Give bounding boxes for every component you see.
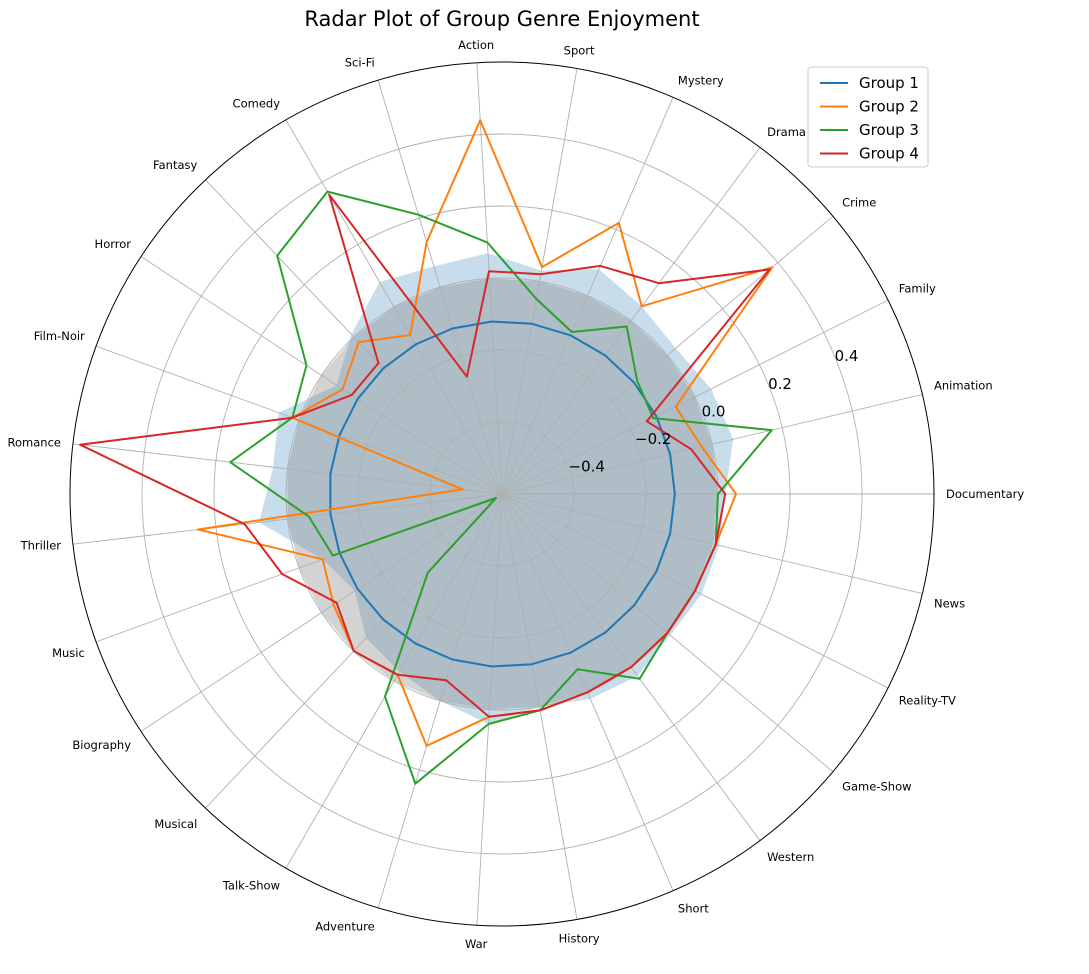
category-label-short: Short	[678, 902, 709, 916]
category-label-war: War	[465, 937, 488, 951]
category-label-music: Music	[52, 646, 85, 660]
category-label-crime: Crime	[842, 196, 876, 210]
category-label-romance: Romance	[8, 436, 61, 450]
grid-spoke-thriller	[72, 493, 503, 545]
grid-spoke-biography	[140, 493, 503, 732]
category-label-sport: Sport	[564, 44, 595, 58]
chart-title: Radar Plot of Group Genre Enjoyment	[304, 7, 699, 31]
grid-spoke-romance	[72, 443, 503, 495]
outer-frame	[69, 61, 935, 927]
grid-spoke-sport	[501, 68, 578, 495]
category-label-history: History	[559, 931, 600, 945]
grid-spoke-action	[476, 62, 503, 495]
legend-box	[807, 66, 929, 168]
category-label-fantasy: Fantasy	[153, 158, 197, 172]
radial-tick-labels: −0.4 −0.2 0.0 0.2 0.4	[569, 347, 859, 475]
category-label-adventure: Adventure	[315, 919, 374, 933]
r-tick-label: 0.4	[835, 347, 859, 365]
legend-label-group-2: Group 2	[859, 98, 919, 116]
grid-spoke-animation	[501, 393, 923, 495]
category-label-western: Western	[767, 850, 814, 864]
r-tick-label: 0.0	[702, 402, 726, 420]
category-label-talk-show: Talk-Show	[222, 879, 280, 893]
category-label-horror: Horror	[95, 237, 132, 251]
grid-spoke-war	[476, 493, 503, 926]
series-line-group-1	[329, 320, 676, 668]
category-label-documentary: Documentary	[946, 487, 1024, 501]
grid-spoke-talk-show	[285, 493, 503, 869]
polar-grid	[69, 61, 935, 927]
series-line-group-3	[229, 190, 773, 785]
category-label-reality-tv: Reality-TV	[899, 693, 956, 707]
grid-spoke-music	[95, 493, 503, 643]
legend-label-group-1: Group 1	[859, 74, 919, 92]
legend-label-group-3: Group 3	[859, 121, 919, 139]
grid-spoke-fantasy	[205, 179, 503, 495]
category-label-game-show: Game-Show	[842, 779, 911, 793]
category-label-news: News	[934, 596, 965, 610]
category-label-animation: Animation	[934, 379, 993, 393]
filled-area-1	[258, 253, 734, 724]
grid-spoke-family	[501, 299, 889, 495]
grid-spoke-news	[501, 493, 923, 595]
series-lines	[79, 119, 774, 785]
category-label-sci-fi: Sci-Fi	[345, 56, 375, 70]
category-label-musical: Musical	[154, 817, 197, 831]
category-label-comedy: Comedy	[233, 97, 281, 111]
grid-spoke-crime	[501, 215, 834, 495]
grid-spoke-history	[501, 493, 578, 920]
r-tick-label: 0.2	[768, 375, 792, 393]
category-label-action: Action	[458, 38, 494, 52]
grid-spoke-drama	[501, 147, 761, 495]
category-labels: Documentary Animation Family Crime Drama Myst…	[8, 38, 1025, 951]
grid-spoke-comedy	[285, 119, 503, 495]
category-label-family: Family	[899, 282, 936, 296]
category-label-mystery: Mystery	[678, 73, 724, 87]
legend: Group 1 Group 2 Group 3 Group 4	[807, 66, 929, 168]
category-label-biography: Biography	[72, 738, 131, 752]
grid-spoke-horror	[140, 256, 503, 495]
series-line-group-4	[79, 193, 771, 718]
category-label-drama: Drama	[767, 125, 806, 139]
category-label-thriller: Thriller	[20, 539, 62, 553]
r-tick-label: −0.2	[635, 430, 671, 448]
r-tick-label: −0.4	[569, 457, 605, 475]
grid-spoke-mystery	[501, 97, 674, 495]
grid-spoke-sci-fi	[377, 79, 503, 495]
grid-spoke-adventure	[377, 493, 503, 909]
legend-label-group-4: Group 4	[859, 145, 919, 163]
category-label-film-noir: Film-Noir	[34, 329, 85, 343]
